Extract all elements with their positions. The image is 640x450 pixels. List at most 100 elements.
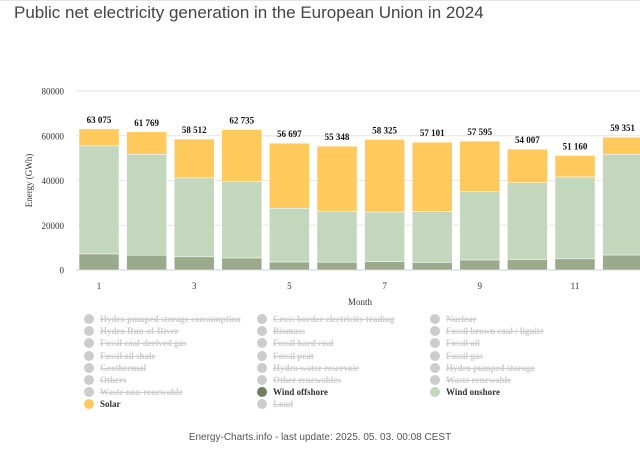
legend-label: Fossil brown coal / lignite xyxy=(446,326,544,337)
total-labels: 63 075 61 769 58 512 62 735 56 697 55 348 58 3… xyxy=(87,115,636,152)
bar-wind-onshore xyxy=(459,191,501,261)
legend-marker-icon xyxy=(257,387,267,398)
bar-wind-offshore xyxy=(411,262,453,271)
bar-wind-offshore xyxy=(364,261,405,271)
bar-solar xyxy=(173,138,215,179)
bar-solar xyxy=(364,139,405,213)
total-label: 54 007 xyxy=(515,135,540,145)
total-label: 55 348 xyxy=(325,132,350,142)
legend-marker-icon xyxy=(84,350,94,361)
bar-wind-offshore xyxy=(554,258,596,271)
bar-solar xyxy=(602,136,640,155)
legend-label: Wind offshore xyxy=(273,387,328,398)
legend-label: Fossil gas xyxy=(446,350,483,361)
legend-marker-icon xyxy=(84,314,94,324)
total-label: 58 325 xyxy=(372,125,397,135)
legend-label: Hydro water reservoir xyxy=(273,362,359,373)
legend-marker-icon xyxy=(84,362,94,373)
bar-wind-onshore xyxy=(364,211,405,262)
y-tick-label: 60000 xyxy=(42,131,65,141)
bar-wind-offshore xyxy=(507,259,548,271)
y-tick-label: 40000 xyxy=(42,176,65,186)
x-tick-label: 1 xyxy=(97,281,102,291)
chart-area: 63 075 61 769 58 512 62 735 56 697 55 348 58 3… xyxy=(24,87,640,308)
legend-marker-icon xyxy=(430,362,440,373)
legend-label: Hydro Run-of-River xyxy=(100,326,179,337)
bar-wind-offshore xyxy=(221,257,263,271)
chart-title: Public net electricity generation in the… xyxy=(14,3,484,22)
legend-label: Biomass xyxy=(273,326,306,337)
bar-solar xyxy=(459,140,501,192)
legend-label: Fossil coal-derived gas xyxy=(100,338,187,349)
total-label: 51 160 xyxy=(563,142,588,152)
bar-wind-onshore xyxy=(78,145,120,255)
bar-wind-offshore xyxy=(602,254,640,271)
legend-label: Others xyxy=(100,375,127,385)
bar-solar xyxy=(221,129,263,182)
legend-marker-icon xyxy=(84,338,94,349)
bar-wind-onshore xyxy=(126,154,167,256)
legend-label: Hydro pumped storage xyxy=(446,362,535,373)
x-tick-label: 3 xyxy=(192,281,197,291)
legend-marker-icon xyxy=(430,314,440,324)
legend-label: Solar xyxy=(100,399,121,410)
legend-marker-icon xyxy=(84,399,94,410)
legend-marker-icon xyxy=(430,338,440,349)
bar-wind-onshore xyxy=(269,207,310,263)
x-tick-label: 5 xyxy=(287,281,292,291)
axes: 0 20000 40000 60000 80000 Energy (GWh) 1 3 5 7 9 11… xyxy=(24,87,579,308)
legend-marker-icon xyxy=(257,350,267,361)
y-tick-label: 20000 xyxy=(42,221,65,231)
legend-marker-icon xyxy=(430,375,440,385)
bar-wind-onshore xyxy=(507,182,548,260)
legend-label: Waste renewable xyxy=(446,375,512,385)
legend-marker-icon xyxy=(257,338,267,349)
legend-marker-icon xyxy=(257,399,267,410)
total-label: 58 512 xyxy=(182,125,207,135)
bar-wind-onshore xyxy=(411,211,453,263)
legend-marker-icon xyxy=(430,387,440,398)
legend-marker-icon xyxy=(257,375,267,385)
bar-wind-onshore xyxy=(173,177,215,258)
legend-marker-icon xyxy=(257,314,267,324)
x-tick-label: 7 xyxy=(382,281,387,291)
bar-solar xyxy=(411,141,453,212)
bar-wind-onshore xyxy=(221,181,263,259)
legend-marker-icon xyxy=(84,387,94,398)
legend-marker-icon xyxy=(257,362,267,373)
bar-wind-onshore xyxy=(316,210,358,263)
y-tick-label: 0 xyxy=(60,266,65,276)
legend-label: Geothermal xyxy=(100,362,146,373)
legend-label: Fossil oil xyxy=(446,338,480,349)
legend-marker-icon xyxy=(430,326,440,337)
bar-wind-offshore xyxy=(126,254,167,271)
total-label: 62 735 xyxy=(229,116,254,126)
footer-last-update: Energy-Charts.info - last update: 2025. … xyxy=(188,432,452,443)
x-axis-title: Month xyxy=(348,297,373,307)
total-label: 63 075 xyxy=(87,115,112,125)
total-label: 61 769 xyxy=(134,118,159,128)
bar-solar xyxy=(316,145,358,212)
top-border xyxy=(0,0,640,1)
legend-marker-icon xyxy=(257,326,267,337)
bar-wind-offshore xyxy=(173,256,215,271)
y-tick-label: 80000 xyxy=(42,87,65,97)
bar-wind-onshore xyxy=(554,176,596,260)
legend-label: Wind onshore xyxy=(446,387,500,398)
total-label: 59 351 xyxy=(610,123,635,133)
legend-label: Fossil oil shale xyxy=(100,350,156,361)
total-label: 57 595 xyxy=(467,127,492,137)
total-label: 57 101 xyxy=(420,128,445,138)
bar-wind-offshore xyxy=(269,261,310,271)
legend-marker-icon xyxy=(84,375,94,385)
total-label: 56 697 xyxy=(277,129,302,139)
x-tick-label: 11 xyxy=(571,281,580,291)
bar-solar xyxy=(126,131,167,155)
legend-marker-icon xyxy=(430,350,440,361)
x-tick-label: 9 xyxy=(478,281,483,291)
bar-solar xyxy=(78,128,120,147)
bar-wind-offshore xyxy=(316,261,358,271)
legend-label: Cross border electricity trading xyxy=(273,314,395,324)
bar-solar xyxy=(554,155,596,178)
bars xyxy=(78,128,640,271)
